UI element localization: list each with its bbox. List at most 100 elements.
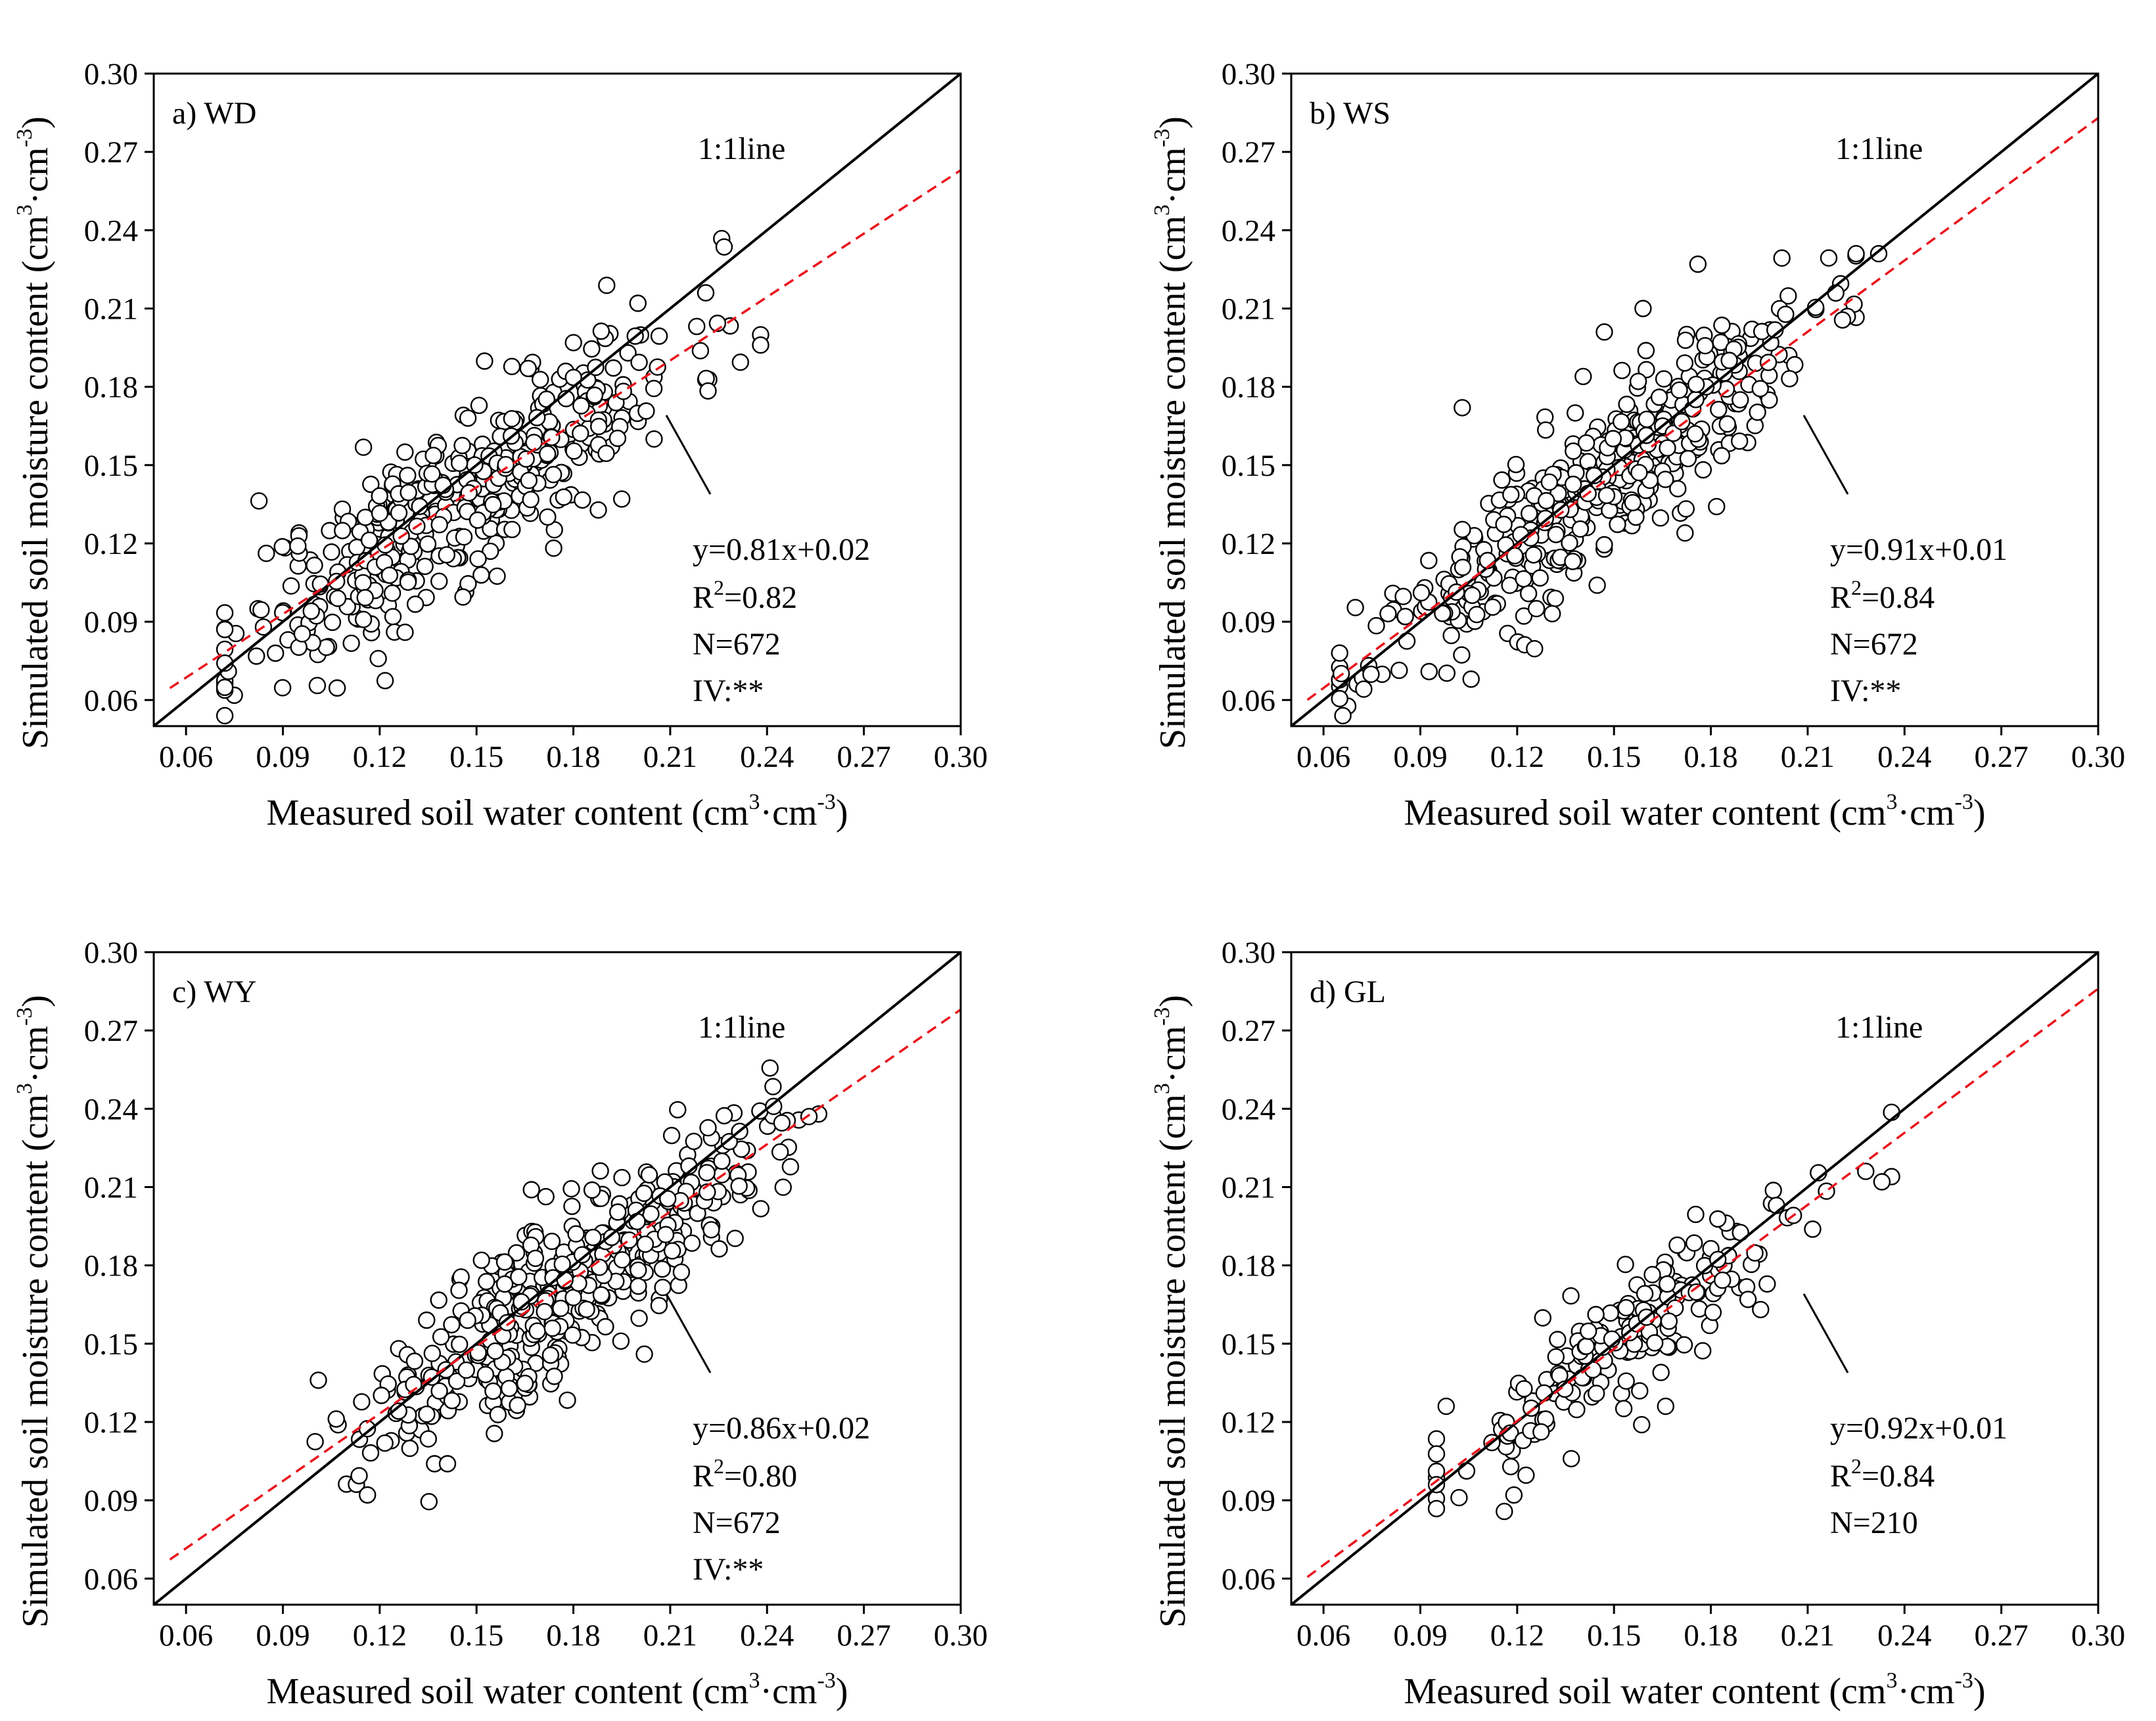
data-point <box>800 1107 818 1126</box>
data-point <box>476 352 493 370</box>
data-point <box>430 1291 447 1309</box>
data-point <box>371 504 389 522</box>
fit-line <box>169 1008 961 1561</box>
y-title-sup: -3 <box>12 1007 37 1026</box>
data-point <box>567 1225 585 1243</box>
x-tick-label: 0.15 <box>449 1618 503 1653</box>
data-point <box>419 535 437 553</box>
data-point <box>509 1396 526 1414</box>
r2-prefix: R <box>1830 1459 1851 1494</box>
data-point <box>1658 1275 1676 1293</box>
data-point <box>761 1059 779 1077</box>
data-point <box>500 1379 518 1398</box>
data-point <box>591 1162 609 1180</box>
data-point <box>423 1344 441 1362</box>
data-point <box>507 1244 526 1262</box>
data-point <box>376 1434 394 1452</box>
data-point <box>650 1296 668 1315</box>
r2-superscript: 2 <box>714 576 724 599</box>
data-point <box>1777 306 1795 323</box>
data-point <box>1645 1334 1664 1352</box>
one-to-one-line <box>1291 74 2098 726</box>
x-tick-label: 0.15 <box>449 740 503 774</box>
data-point <box>1507 455 1525 474</box>
data-point <box>572 397 590 415</box>
data-point <box>359 1486 377 1504</box>
data-point <box>669 1101 687 1119</box>
data-point <box>453 436 471 455</box>
y-tick-label: 0.27 <box>84 1014 138 1048</box>
data-point <box>503 410 521 428</box>
data-point <box>1595 536 1613 554</box>
data-point <box>399 573 417 591</box>
data-point <box>516 1374 534 1392</box>
panel-3: 0.06 0.09 0.12 0.15 0.18 0.21 0.24 0.27 0.30 0.06… <box>12 936 988 1712</box>
one-to-one-line <box>154 74 961 726</box>
data-point <box>354 574 372 591</box>
data-point <box>715 1107 733 1125</box>
data-point <box>715 238 733 256</box>
y-tick-label: 0.15 <box>84 449 138 483</box>
data-point <box>1752 1300 1770 1319</box>
data-point <box>486 1342 504 1360</box>
data-point <box>781 1158 800 1176</box>
data-point <box>1673 413 1691 430</box>
data-point <box>691 342 710 359</box>
data-point <box>308 676 327 695</box>
sample-size: N=210 <box>1830 1505 1918 1540</box>
y-axis-title: Simulated soil moisture content (cm3·cm-… <box>12 995 56 1628</box>
x-tick-label: 0.24 <box>1877 1618 1931 1653</box>
data-point <box>1525 546 1543 564</box>
data-point <box>438 1455 457 1473</box>
fit-line <box>169 169 961 689</box>
data-point <box>528 1322 546 1340</box>
data-point <box>289 537 307 555</box>
r2-superscript: 2 <box>1851 576 1862 599</box>
plot-frame <box>152 951 962 1606</box>
data-point <box>699 382 717 400</box>
r2-value: =0.84 <box>1862 580 1935 615</box>
data-point <box>451 1335 469 1354</box>
data-point <box>1651 509 1670 527</box>
data-point <box>598 277 616 294</box>
data-point <box>702 1221 720 1239</box>
data-point <box>635 1345 653 1363</box>
data-point <box>361 1444 380 1462</box>
data-point <box>1601 1304 1620 1322</box>
data-point <box>1732 391 1749 409</box>
data-point <box>522 491 539 509</box>
data-point <box>659 1190 677 1208</box>
data-point <box>411 497 428 515</box>
x-title-end: ) <box>836 1671 848 1712</box>
data-point <box>1562 1287 1580 1305</box>
data-point <box>1454 559 1472 576</box>
data-point <box>470 396 488 415</box>
data-point <box>1367 617 1385 635</box>
data-point <box>1450 1488 1468 1507</box>
data-point <box>1579 1322 1597 1341</box>
panel-label: a) WD <box>172 96 256 131</box>
y-tick-label: 0.30 <box>84 57 138 91</box>
data-point <box>510 1268 528 1286</box>
data-point <box>1687 1283 1705 1301</box>
regression-equation: y=0.91x+0.01 <box>1830 532 2007 567</box>
data-point <box>603 1228 620 1247</box>
data-point <box>350 1467 368 1485</box>
data-point <box>1454 520 1471 538</box>
data-point <box>645 380 663 398</box>
significance: IV:** <box>1830 674 1901 708</box>
data-point <box>656 1226 675 1244</box>
data-point <box>1637 342 1655 359</box>
y-tick-label: 0.06 <box>1222 683 1275 718</box>
data-point <box>267 644 285 662</box>
y-title-main: Simulated soil moisture content (cm <box>1153 216 1193 749</box>
data-point <box>252 601 270 619</box>
data-point <box>454 588 472 606</box>
data-point <box>1536 421 1555 439</box>
x-tick-label: 0.18 <box>1684 1618 1737 1653</box>
stats-pointer <box>665 1293 712 1373</box>
data-point <box>1437 1397 1456 1415</box>
data-point <box>443 1316 461 1334</box>
x-axis-title: Measured soil water content (cm3·cm-3) <box>1404 1668 1985 1712</box>
data-point <box>1869 244 1888 263</box>
